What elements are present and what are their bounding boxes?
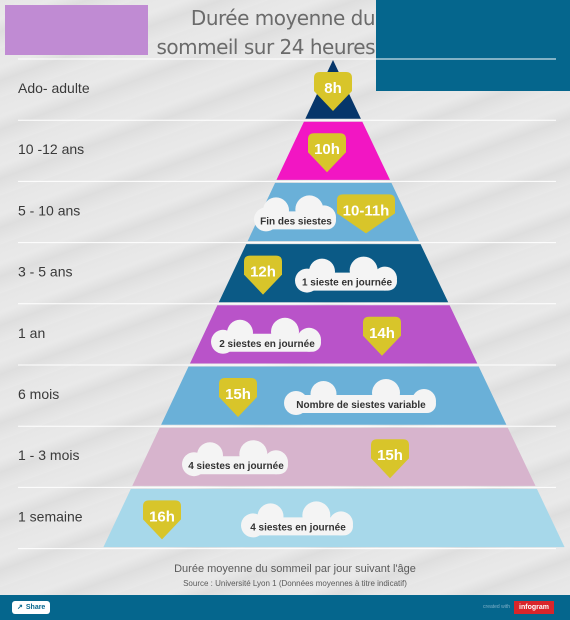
age-label: 1 - 3 mois: [18, 447, 79, 463]
hours-label: 12h: [250, 264, 276, 281]
share-button[interactable]: ↗ Share: [12, 601, 51, 614]
note-label: 1 sieste en journée: [302, 278, 392, 289]
decorative-teal-block: [376, 0, 570, 91]
footer-bar: ↗ Share created with infogram: [0, 595, 570, 620]
sleep-pyramid-chart: Ado- adulte 8h 10 -12 ans 10h 5 - 10 ans Fin …: [18, 58, 565, 550]
hours-label: 15h: [225, 386, 251, 403]
hours-badge: [308, 133, 346, 173]
share-label: Share: [25, 604, 46, 611]
hours-badge: [337, 194, 395, 234]
hours-badge: [143, 500, 181, 540]
infogram-logo[interactable]: infogram: [514, 601, 554, 614]
share-icon: ↗: [17, 604, 23, 611]
note-cloud: [211, 317, 321, 354]
age-label: 5 - 10 ans: [18, 202, 80, 218]
note-label: 4 siestes en journée: [250, 522, 346, 533]
hours-label: 16h: [149, 508, 175, 525]
note-cloud: [284, 379, 436, 415]
hours-label: 8h: [324, 80, 342, 97]
note-label: Fin des siestes: [260, 216, 332, 227]
hours-label: 14h: [369, 325, 395, 342]
age-label: Ado- adulte: [18, 80, 90, 96]
note-cloud: [295, 256, 397, 293]
chart-title-line-2: sommeil sur 24 heures: [156, 35, 375, 59]
hours-label: 10h: [314, 141, 340, 158]
chart-source: Source : Université Lyon 1 (Données moye…: [183, 579, 407, 588]
age-label: 10 -12 ans: [18, 141, 84, 157]
chart-title-line-1: Durée moyenne du: [190, 6, 376, 30]
note-label: Nombre de siestes variable: [296, 400, 426, 411]
hours-label: 15h: [377, 447, 403, 464]
hours-badge: [244, 255, 282, 295]
hours-label: 10-11h: [343, 202, 390, 219]
age-label: 1 semaine: [18, 508, 83, 524]
hours-badge: [314, 72, 352, 111]
age-label: 6 mois: [18, 386, 59, 402]
note-label: 4 siestes en journée: [188, 461, 284, 472]
brand-caption: created with: [483, 604, 510, 610]
decorative-purple-block: [5, 5, 148, 55]
chart-title: Durée moyenne du sommeil sur 24 heures: [150, 4, 375, 62]
note-cloud: [182, 440, 288, 477]
hours-badge: [371, 439, 409, 479]
hours-badge: [363, 316, 401, 356]
note-label: 2 siestes en journée: [219, 339, 315, 350]
hours-badge: [219, 378, 257, 417]
age-label: 3 - 5 ans: [18, 264, 72, 280]
age-label: 1 an: [18, 325, 45, 341]
chart-caption: Durée moyenne du sommeil par jour suivan…: [174, 563, 416, 575]
note-cloud: [241, 501, 353, 538]
note-cloud: [254, 195, 336, 232]
